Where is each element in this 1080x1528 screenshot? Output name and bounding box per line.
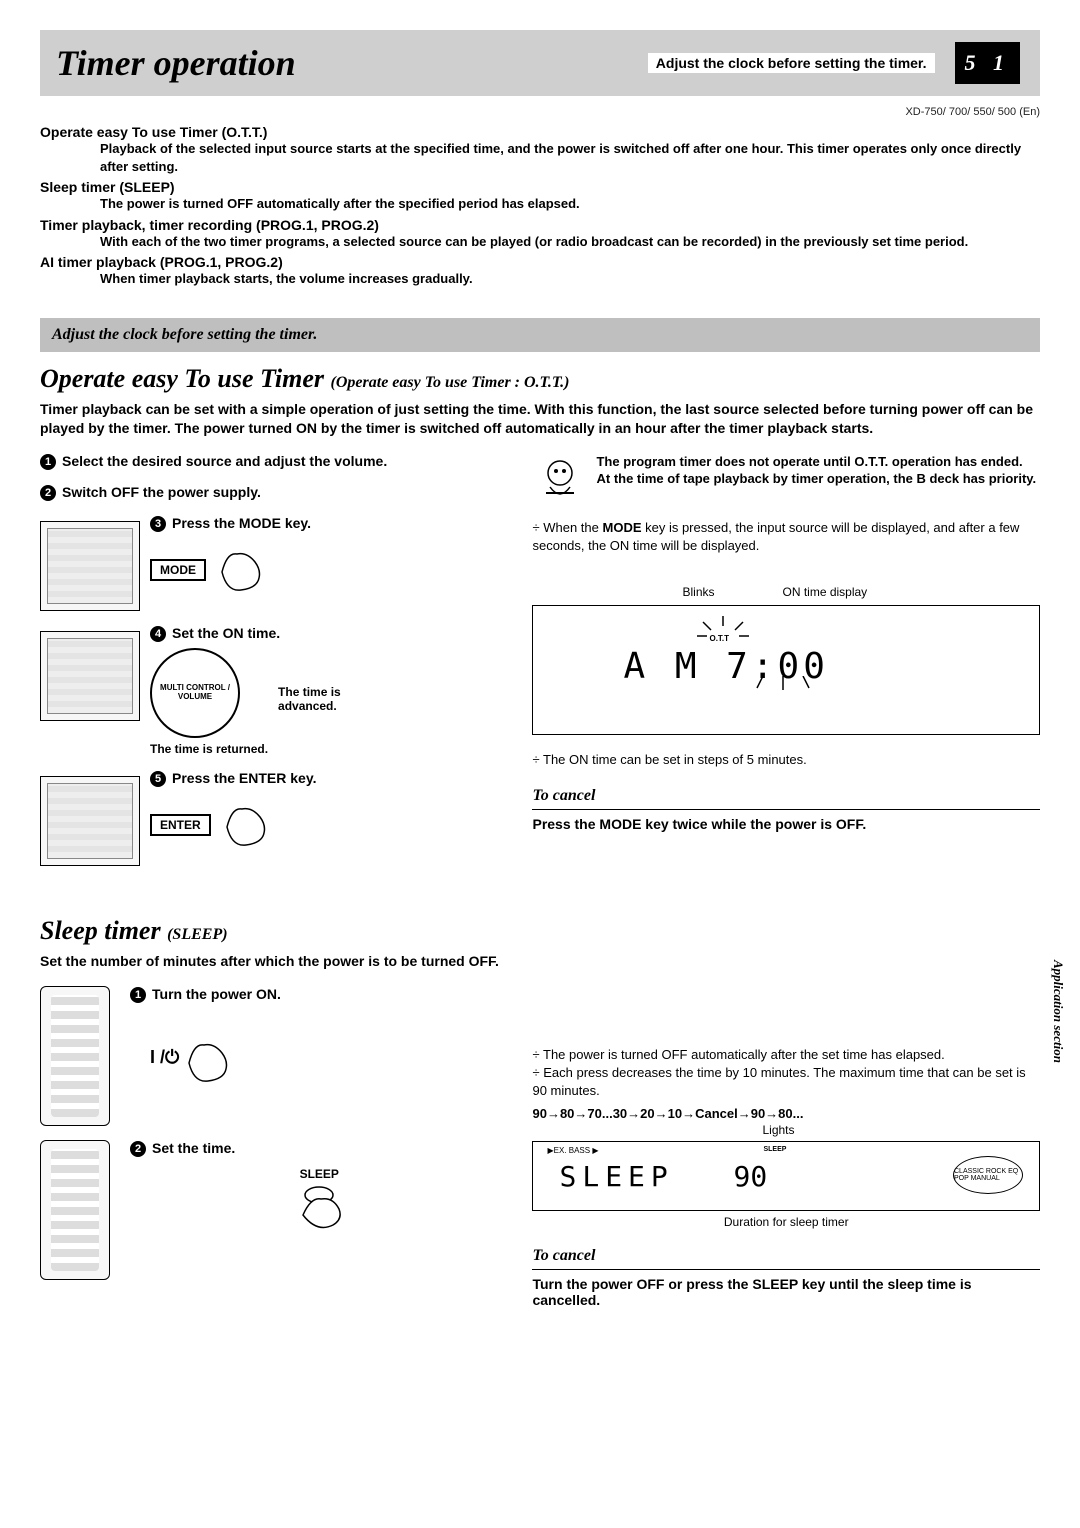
reminder-bar: Adjust the clock before setting the time…	[40, 318, 1040, 352]
power-icon: I /⏻	[150, 1047, 179, 1068]
model-code: XD-750/ 700/ 550/ 500 (En)	[40, 106, 1040, 118]
intro-body-3: When timer playback starts, the volume i…	[100, 270, 1040, 288]
mode-bullet-bold: MODE	[603, 520, 642, 535]
step-num-3: 3	[150, 516, 166, 532]
sleep-lead: Set the number of minutes after which th…	[40, 952, 1040, 972]
remote-icon	[40, 986, 110, 1126]
eq-badge-icon: CLASSIC ROCK EQ POP MANUAL	[953, 1156, 1023, 1194]
sleep-key-label: SLEEP	[130, 1167, 508, 1181]
step-label-5: Press the ENTER key.	[172, 770, 316, 786]
step-num-1: 1	[40, 454, 56, 470]
mode-bullet-pre: When the	[543, 520, 602, 535]
step-num-5: 5	[150, 771, 166, 787]
set-step-note: The ON time can be set in steps of 5 min…	[532, 751, 1040, 769]
ott-cancel-h: To cancel	[532, 787, 1040, 805]
sleep-bullet-1: Each press decreases the time by 10 minu…	[532, 1064, 1040, 1100]
sleep-bullet-0: The power is turned OFF automatically af…	[532, 1046, 1040, 1064]
volume-knob-icon: MULTI CONTROL / VOLUME	[150, 648, 240, 738]
step-label-1: Select the desired source and adjust the…	[62, 453, 387, 469]
sleep-steps: 1 Turn the power ON. I /⏻ 2	[40, 986, 508, 1280]
lcd-display: O.T.T A M 7:00	[532, 605, 1040, 735]
header-note: Adjust the clock before setting the time…	[648, 53, 935, 73]
enter-key-label: ENTER	[150, 814, 211, 836]
sleep-lcd-display: ▶EX. BASS ▶ SLEEP SLEEP 90 CLASSIC ROCK …	[532, 1141, 1040, 1211]
sleep-cancel-h: To cancel	[532, 1247, 1040, 1265]
press-hand-icon	[179, 1033, 239, 1083]
device-thumb-icon	[40, 631, 140, 721]
ott-cancel-body: Press the MODE key twice while the power…	[532, 809, 1040, 832]
page-number: 5 1	[955, 42, 1021, 84]
ontime-label: ON time display	[782, 585, 867, 599]
ott-heading-sub: (Operate easy To use Timer : O.T.T.)	[331, 374, 570, 391]
intro-title-1: Sleep timer (SLEEP)	[40, 179, 1040, 195]
mode-bullet: When the MODE key is pressed, the input …	[532, 519, 1040, 555]
sleep-heading: Sleep timer (SLEEP)	[40, 916, 1040, 946]
sleep-step-label-2: Set the time.	[152, 1140, 235, 1156]
ott-heading: Operate easy To use Timer (Operate easy …	[40, 364, 1040, 394]
dial-down-note: The time is returned.	[150, 742, 268, 756]
intro-block: Operate easy To use Timer (O.T.T.) Playb…	[40, 124, 1040, 288]
intro-title-0: Operate easy To use Timer (O.T.T.)	[40, 124, 1040, 140]
sleep-cancel-body: Turn the power OFF or press the SLEEP ke…	[532, 1269, 1040, 1308]
step-num-4: 4	[150, 626, 166, 642]
sleep-heading-main: Sleep timer	[40, 916, 161, 945]
ott-indicator: O.T.T	[709, 634, 729, 643]
intro-body-2: With each of the two timer programs, a s…	[100, 233, 1040, 251]
press-hand-icon	[289, 1181, 349, 1231]
ott-hint: The program timer does not operate until…	[596, 453, 1036, 488]
step-num-2: 2	[40, 485, 56, 501]
remote-icon	[40, 1140, 110, 1280]
header-band: Timer operation Adjust the clock before …	[40, 30, 1040, 96]
rays-down-icon	[753, 676, 853, 706]
exbass-indicator: ▶EX. BASS ▶	[547, 1146, 598, 1155]
step-label-2: Switch OFF the power supply.	[62, 484, 261, 500]
blinks-label: Blinks	[682, 585, 714, 599]
knob-center-label: MULTI CONTROL / VOLUME	[152, 684, 238, 702]
sleep-step-label-1: Turn the power ON.	[152, 986, 281, 1002]
eq-labels: CLASSIC ROCK EQ POP MANUAL	[954, 1168, 1022, 1182]
step-label-3: Press the MODE key.	[172, 515, 311, 531]
device-thumb-icon	[40, 521, 140, 611]
page-title: Timer operation	[56, 42, 296, 84]
lights-label: Lights	[762, 1123, 794, 1137]
sleep-step-num-1: 1	[130, 987, 146, 1003]
intro-title-3: AI timer playback (PROG.1, PROG.2)	[40, 254, 1040, 270]
mascot-icon	[532, 453, 588, 509]
sleep-heading-sub: (SLEEP)	[167, 926, 227, 943]
dial-up-note: The time is advanced.	[278, 685, 368, 713]
sleep-duration-label: Duration for sleep timer	[532, 1215, 1040, 1229]
intro-title-2: Timer playback, timer recording (PROG.1,…	[40, 217, 1040, 233]
mode-key-label: MODE	[150, 559, 206, 581]
step-label-4: Set the ON time.	[172, 625, 280, 641]
ott-lead: Timer playback can be set with a simple …	[40, 400, 1040, 439]
device-thumb-icon	[40, 776, 140, 866]
side-tab: Application section	[1050, 960, 1066, 1063]
press-hand-icon	[217, 797, 277, 847]
sleep-sequence: 90→80→70...30→20→10→Cancel→90→80...	[532, 1106, 1040, 1121]
ott-steps: 1 Select the desired source and adjust t…	[40, 453, 508, 866]
sleep-lcd-value: 90	[733, 1160, 767, 1193]
press-hand-icon	[212, 542, 272, 592]
sleep-step-num-2: 2	[130, 1141, 146, 1157]
intro-body-1: The power is turned OFF automatically af…	[100, 195, 1040, 213]
sleep-lcd-text: SLEEP	[559, 1160, 673, 1193]
sleep-indicator: SLEEP	[763, 1146, 786, 1153]
ott-heading-main: Operate easy To use Timer	[40, 364, 324, 393]
intro-body-0: Playback of the selected input source st…	[100, 140, 1040, 175]
